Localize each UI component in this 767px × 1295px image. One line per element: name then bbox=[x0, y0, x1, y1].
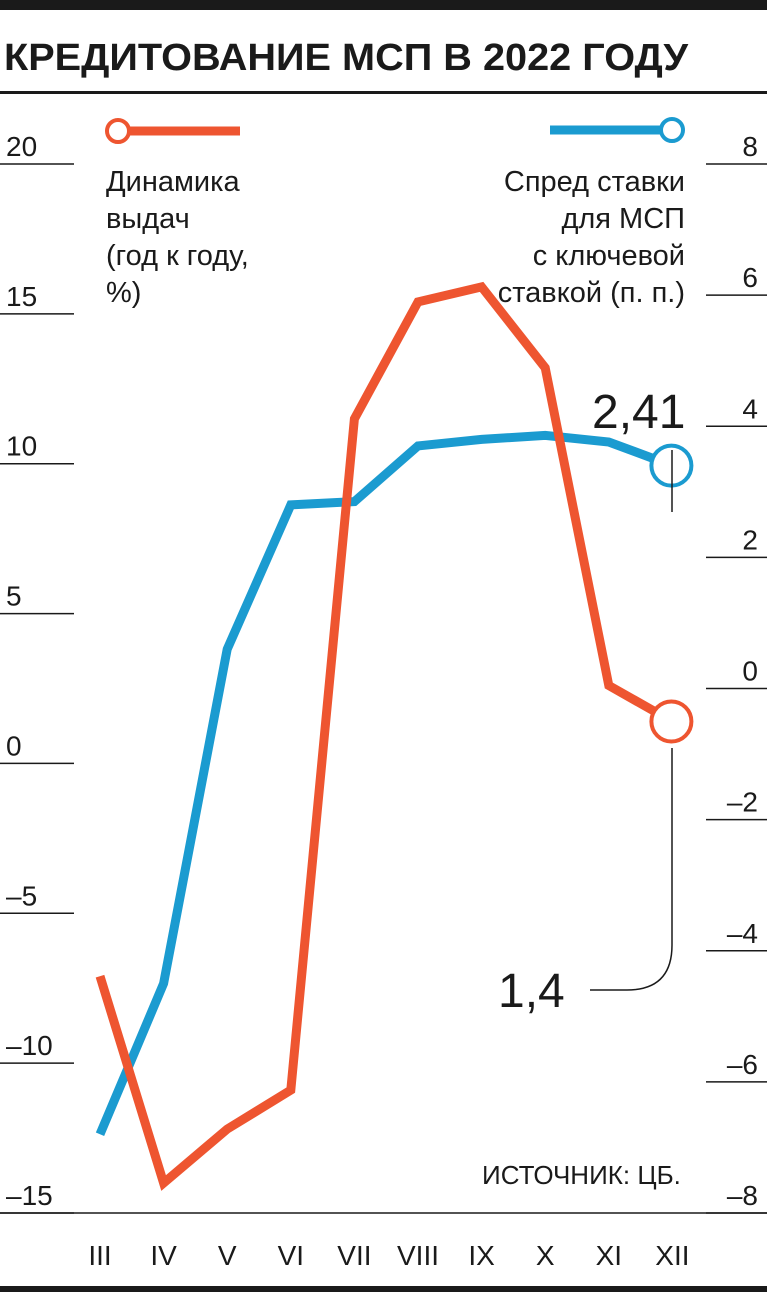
left-tick-label: 0 bbox=[6, 730, 22, 761]
legend-label-line: %) bbox=[106, 277, 141, 309]
right-tick-label: –8 bbox=[727, 1180, 758, 1211]
bottom-rule bbox=[0, 1286, 767, 1292]
legend: Динамика выдач (год к году,%) Спред ставки… bbox=[105, 117, 685, 309]
x-tick-label: VIII bbox=[397, 1240, 439, 1271]
right-tick-label: 8 bbox=[742, 131, 758, 162]
legend-label-line: выдач bbox=[106, 203, 190, 235]
x-tick-label: VI bbox=[278, 1240, 304, 1271]
source-note: ИСТОЧНИК: ЦБ. bbox=[482, 1160, 681, 1190]
end-label-series-1: 1,4 bbox=[498, 965, 565, 1018]
right-axis: 8 6 4 2 0 –2 –4 –6 –8 bbox=[706, 131, 767, 1214]
x-tick-label: V bbox=[218, 1240, 237, 1271]
title-rule bbox=[0, 91, 767, 94]
left-tick-label: 10 bbox=[6, 431, 37, 462]
legend-label-line: Динамика bbox=[106, 166, 240, 198]
right-tick-label: –2 bbox=[727, 787, 758, 818]
x-tick-label: IV bbox=[150, 1240, 177, 1271]
left-tick-label: 5 bbox=[6, 581, 22, 612]
right-tick-label: 0 bbox=[742, 656, 758, 687]
x-tick-label: III bbox=[88, 1240, 111, 1271]
legend-label-series-2: Спред ставки для МСП с ключевой ставкой (п.… bbox=[498, 166, 685, 309]
series-line-2 bbox=[95, 430, 674, 1137]
right-tick-label: 6 bbox=[742, 262, 758, 293]
left-axis: 20 15 10 5 0 –5 –10 –15 bbox=[0, 131, 74, 1214]
left-tick-label: –15 bbox=[6, 1180, 53, 1211]
legend-marker-series-1 bbox=[105, 118, 131, 144]
right-tick-label: –6 bbox=[727, 1049, 758, 1080]
legend-label-line: ставкой (п. п.) bbox=[498, 277, 685, 309]
left-tick-label: –5 bbox=[6, 880, 37, 911]
x-tick-label: XI bbox=[596, 1240, 622, 1271]
x-tick-label: IX bbox=[468, 1240, 495, 1271]
x-axis: III IV V VI VII VIII IX X XI XII bbox=[88, 1240, 689, 1271]
x-tick-label: VII bbox=[337, 1240, 371, 1271]
series-end-marker-1 bbox=[649, 699, 694, 744]
right-tick-label: 4 bbox=[742, 393, 758, 424]
legend-marker-series-2 bbox=[659, 117, 685, 143]
legend-label-line: с ключевой bbox=[533, 240, 685, 272]
series-layer bbox=[95, 281, 694, 1191]
top-rule bbox=[0, 0, 767, 10]
callout-leader-series-1 bbox=[590, 748, 673, 991]
series-line-1 bbox=[95, 281, 675, 1191]
left-tick-label: –10 bbox=[6, 1030, 53, 1061]
legend-label-line: (год к году, bbox=[106, 240, 249, 272]
legend-label-line: Спред ставки bbox=[504, 166, 685, 198]
legend-label-series-1: Динамика выдач (год к году,%) bbox=[106, 166, 249, 309]
x-tick-label: XII bbox=[655, 1240, 689, 1271]
right-tick-label: 2 bbox=[742, 524, 758, 555]
chart-title: КРЕДИТОВАНИЕ МСП В 2022 ГОДУ bbox=[4, 37, 688, 79]
right-tick-label: –4 bbox=[727, 918, 758, 949]
callouts: 2,41 1,4 bbox=[498, 386, 685, 1018]
left-tick-label: 20 bbox=[6, 131, 37, 162]
end-label-series-2: 2,41 bbox=[592, 386, 685, 439]
left-tick-label: 15 bbox=[6, 281, 37, 312]
legend-label-line: для МСП bbox=[561, 203, 685, 235]
x-tick-label: X bbox=[536, 1240, 555, 1271]
